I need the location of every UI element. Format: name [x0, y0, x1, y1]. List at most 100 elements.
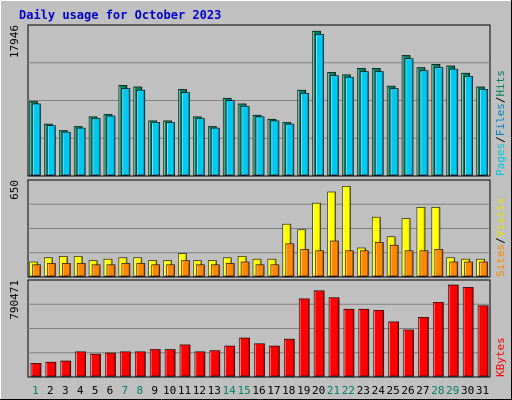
bar-kbytes-body: [388, 321, 399, 377]
bar-kbytes: [135, 351, 146, 377]
bar-files-body: [136, 89, 146, 176]
bar-sites-body: [76, 263, 86, 277]
bar-files-body: [76, 127, 86, 176]
bar-kbytes-body: [239, 337, 250, 377]
bar-files: [345, 76, 354, 176]
day-axis: 1 2 3 4 5 6 7 8 9 10 11 12 13 14 15 16 17 18 19 20 21 22 23 24 2…: [32, 384, 489, 397]
bar-kbytes: [358, 308, 370, 377]
bar-kbytes: [388, 321, 399, 377]
bar-sites: [300, 249, 310, 277]
bar-files-body: [449, 68, 459, 176]
bar-sites-body: [32, 264, 41, 277]
bar-kbytes-body: [269, 345, 280, 377]
bar-sites: [106, 264, 116, 277]
bar-kbytes: [45, 361, 57, 377]
bar-files-body: [404, 58, 414, 176]
bar-kbytes-body: [403, 329, 414, 377]
day-label: 9: [151, 384, 158, 397]
bar-sites: [404, 250, 414, 277]
bar-kbytes: [105, 352, 116, 377]
bar-files-body: [330, 75, 339, 176]
bar-kbytes: [149, 349, 161, 377]
bar-sites: [32, 264, 41, 277]
bar-sites: [196, 264, 205, 277]
bar-kbytes-body: [60, 360, 72, 377]
bar-kbytes-body: [373, 310, 385, 377]
bar-kbytes-body: [45, 361, 57, 377]
day-label: 8: [136, 384, 143, 397]
day-label: 16: [252, 384, 265, 397]
bar-files: [464, 76, 473, 176]
bar-files-body: [315, 34, 324, 176]
bar-sites-body: [121, 263, 131, 277]
day-label: 15: [237, 384, 250, 397]
bar-files-body: [91, 118, 101, 176]
bar-files: [449, 68, 459, 176]
bar-files: [136, 89, 146, 176]
day-label: 10: [163, 384, 176, 397]
bar-kbytes: [75, 351, 87, 377]
bar-files-body: [374, 71, 384, 176]
legend-item: Hits: [494, 70, 507, 97]
bar-kbytes: [477, 305, 489, 377]
bar-kbytes: [298, 298, 310, 377]
day-label: 29: [446, 384, 459, 397]
bar-sites-body: [419, 250, 429, 277]
bar-sites: [434, 249, 444, 277]
bar-sites: [345, 250, 354, 277]
day-label: 7: [122, 384, 129, 397]
bar-files: [211, 127, 220, 176]
bar-kbytes: [284, 338, 295, 377]
bar-kbytes-body: [75, 351, 87, 377]
legend-item: Files: [494, 103, 507, 136]
bar-files-body: [479, 89, 488, 176]
bar-files-body: [62, 131, 71, 176]
day-label: 4: [77, 384, 84, 397]
bar-kbytes: [433, 302, 444, 377]
bar-sites: [136, 263, 146, 277]
bar-kbytes: [209, 350, 221, 377]
bar-sites: [166, 264, 175, 277]
bar-sites: [479, 261, 488, 277]
legend-item: /: [494, 97, 507, 104]
bar-sites-body: [374, 242, 384, 277]
bar-files-body: [240, 106, 250, 176]
bar-sites: [47, 263, 56, 277]
bar-kbytes: [179, 344, 191, 377]
bar-sites-body: [270, 264, 280, 277]
day-label: 31: [476, 384, 489, 397]
bar-sites-body: [211, 264, 220, 277]
bar-sites-body: [136, 263, 146, 277]
bar-files: [374, 71, 384, 176]
bar-sites: [315, 250, 324, 277]
day-label: 11: [178, 384, 191, 397]
bar-files: [151, 122, 161, 176]
bar-files: [91, 118, 101, 176]
bar-kbytes: [313, 290, 325, 377]
bar-sites-body: [479, 261, 488, 277]
day-label: 17: [267, 384, 280, 397]
bar-sites-body: [330, 240, 339, 277]
legend-item: Visits: [494, 198, 507, 238]
day-label: 6: [107, 384, 114, 397]
bar-sites-body: [255, 264, 265, 277]
day-label: 27: [416, 384, 429, 397]
bar-files: [47, 125, 56, 176]
day-label: 14: [223, 384, 237, 397]
bar-kbytes-body: [298, 298, 310, 377]
y-tick-label: 650: [8, 180, 21, 200]
bar-kbytes: [373, 310, 385, 377]
bar-files: [121, 88, 131, 176]
bar-files-body: [345, 76, 354, 176]
day-label: 23: [357, 384, 370, 397]
bar-sites: [91, 264, 101, 277]
bar-kbytes-body: [164, 349, 176, 377]
chart-panels: 17946Pages/Files/Hits650Sites/Visits7904…: [8, 24, 507, 378]
bar-files: [255, 116, 265, 176]
series-legend: Sites/Visits: [494, 198, 507, 278]
bar-sites: [330, 240, 339, 277]
bar-files-body: [300, 93, 310, 176]
bar-kbytes: [328, 297, 340, 377]
bar-kbytes-body: [30, 363, 42, 377]
